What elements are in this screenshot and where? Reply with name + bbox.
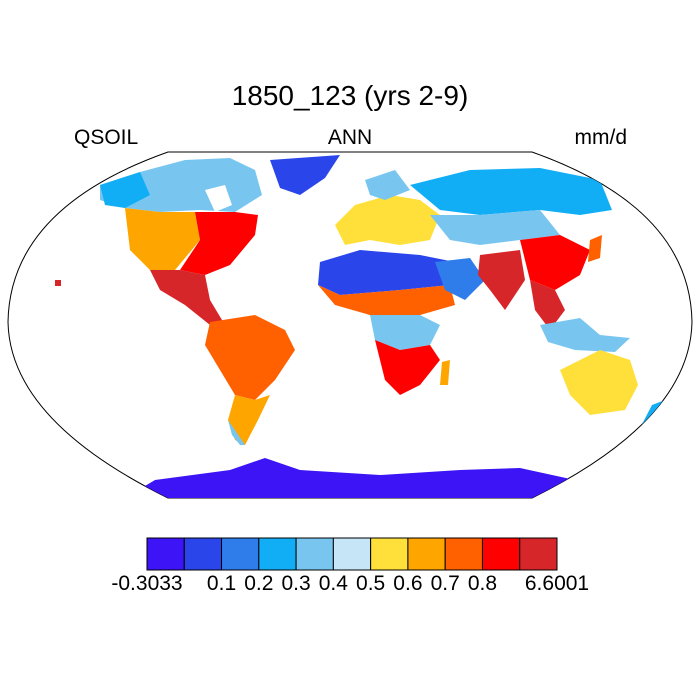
region-greenland [270,155,340,195]
region-madagascar [440,360,450,385]
region-europe [335,195,440,245]
colorbar-swatch [332,537,372,571]
region-arabia [435,258,485,300]
region-congo [370,315,440,350]
region-india [478,250,525,310]
region-sahara [318,250,455,295]
colorbar-swatch [444,537,483,571]
colorbar-swatch [258,537,297,571]
colorbar-tick-label: 0.4 [318,572,348,595]
units-label: mm/d [574,126,628,149]
colorbar-tick-label: 0.8 [467,572,498,595]
colorbar-swatch [481,537,521,571]
colorbar-tick-label: 0.2 [244,572,274,595]
region-western-usa [125,208,200,270]
region-andes-south [228,420,245,445]
region-hudson [205,185,232,212]
region-east-china [520,235,590,290]
region-indonesia [540,318,630,352]
region-siberia [410,168,612,215]
colorbar-swatch [146,537,185,571]
region-alaska [100,172,150,208]
plot-title: 1850_123 (yrs 2-9) [231,80,469,111]
colorbar-tick-label: 0.1 [206,572,237,595]
colorbar-swatch [183,537,223,571]
colorbar-swatch [519,537,558,571]
region-australia [560,350,638,415]
period-label: ANN [327,126,373,149]
region-south-america-south [228,395,270,445]
colorbar-tick-label: 0.3 [281,572,311,595]
colorbar-swatch [370,537,409,571]
colorbar-tick-label: 0.7 [430,572,460,595]
colorbar-tick-label: -0.3033 [111,572,183,595]
colorbar-swatch [407,537,446,571]
colorbar-tick-label: 0.6 [393,572,423,595]
region-hawaii [55,280,61,286]
region-sahel [318,285,455,315]
region-southern-africa [375,340,440,395]
colorbar-tick-label: 6.6001 [524,572,590,595]
region-southeast-asia [530,280,565,330]
region-amazon [205,315,295,400]
region-antarctica [125,458,585,498]
colorbar-swatch [221,537,260,571]
colorbar-tick-label: 0.5 [356,572,386,595]
region-japan [588,235,602,262]
colorbar-swatch [295,537,334,571]
region-scandinavia [365,170,410,200]
region-central-asia [430,210,560,245]
region-eastern-usa [180,212,258,275]
variable-label: QSOIL [74,126,139,149]
region-mexico [150,270,225,325]
